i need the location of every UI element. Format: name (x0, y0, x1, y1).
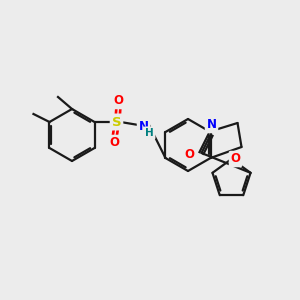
Text: S: S (112, 116, 121, 128)
Text: O: O (110, 136, 119, 149)
Text: H: H (145, 128, 154, 138)
Text: N: N (139, 119, 148, 133)
Text: O: O (113, 94, 124, 107)
Text: N: N (206, 118, 217, 131)
Text: O: O (184, 148, 194, 161)
Text: O: O (230, 152, 241, 166)
